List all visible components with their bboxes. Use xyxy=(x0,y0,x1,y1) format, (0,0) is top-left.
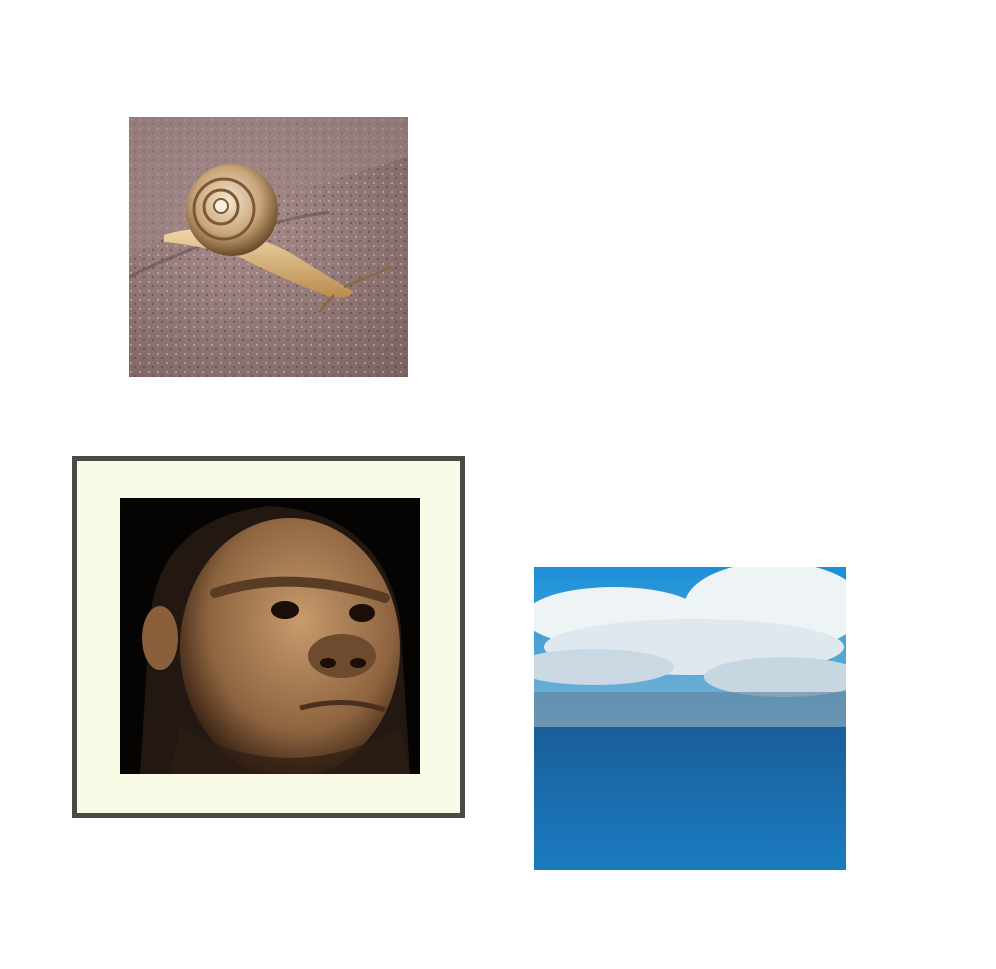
hominid-image[interactable] xyxy=(120,498,420,774)
snail-image[interactable] xyxy=(129,117,408,377)
ocean-image[interactable] xyxy=(534,567,846,870)
